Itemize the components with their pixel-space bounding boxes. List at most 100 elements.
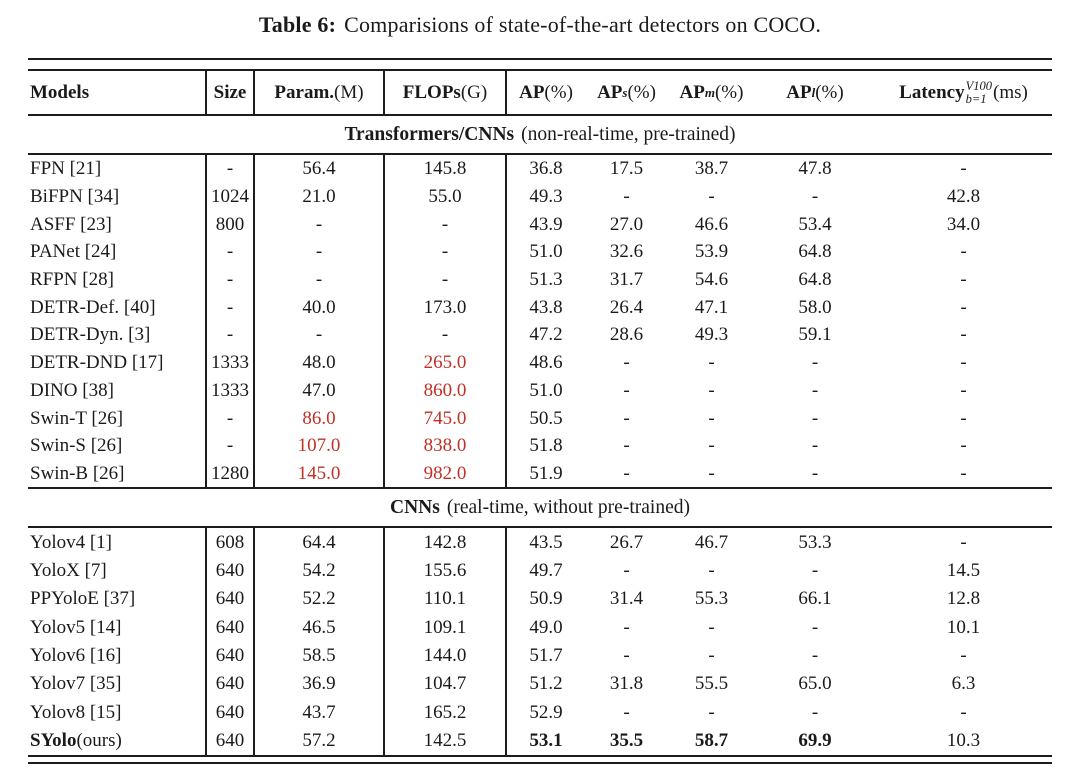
col-header-latency: Latency V100 b=1 (ms) [899,79,1028,106]
value-cell: - [960,531,967,553]
value-cell: 50.9 [505,584,585,614]
value-cell: 109.1 [383,613,505,642]
value-cell: - [708,645,715,667]
value-cell: - [811,462,819,484]
value-cell: - [811,435,819,457]
value-cell: 155.6 [383,556,505,585]
value-cell: 640 [205,698,253,727]
value-cell: - [960,352,967,374]
value-cell: - [205,265,253,294]
value-cell: 12.8 [946,588,981,610]
value-cell: 26.7 [609,531,644,553]
value-cell: 49.3 [505,182,585,211]
rule-gap [28,60,1052,69]
value-cell: - [811,560,819,582]
value-cell: 51.0 [505,376,585,405]
value-cell: - [383,210,505,239]
table-row: BiFPN [34] 1024 21.0 55.0 49.3 - - - 42.8 [28,182,1052,211]
value-cell: 64.8 [798,241,832,263]
value-cell: 838.0 [383,431,505,460]
value-cell: - [960,324,967,346]
value-cell: 64.8 [798,269,832,291]
section-divider [28,487,1052,490]
value-cell: 49.7 [505,556,585,585]
value-cell: 59.1 [798,324,832,346]
value-cell: 640 [205,584,253,614]
model-name: PPYoloE [37] [30,588,136,610]
value-cell: - [811,645,819,667]
value-cell: 43.9 [505,210,585,239]
value-cell: 58.7 [694,729,729,751]
value-cell: 47.0 [253,376,383,405]
table-caption: Table 6: Comparisions of state-of-the-art… [0,12,1080,38]
value-cell: 47.8 [798,158,832,180]
value-cell: - [811,407,819,429]
table-row: ASFF [23] 800- -43.9 27.0 46.6 53.4 34.0 [28,210,1052,239]
value-cell: - [623,379,630,401]
value-cell: 52.9 [505,698,585,727]
table-row: Yolov5 [14] 640 46.5 109.1 49.0 - - - 10.1 [28,613,1052,642]
section-header-transformers: Transformers/CNNs (non-real-time, pre-tr… [344,123,736,145]
latency-superscript: V100 [965,79,992,93]
table-row: Yolov8 [15] 640 43.7 165.2 52.9 - - - - [28,698,1052,727]
value-cell: 107.0 [253,431,383,460]
section-divider [28,153,1052,155]
value-cell: - [383,321,505,349]
table-row: PANet [24] - - -51.0 32.6 53.9 64.8- [28,238,1052,266]
value-cell: - [960,701,967,723]
value-cell: - [708,352,715,374]
table-row: SYolo (ours) 640 57.2 142.5 53.1 35.5 58.7 69.9 1… [28,726,1052,755]
value-cell: 640 [205,641,253,670]
value-cell: 64.4 [253,528,383,557]
value-cell: - [708,701,715,723]
value-cell: 55.3 [694,588,729,610]
value-cell: 32.6 [609,241,644,263]
value-cell: 31.7 [609,269,644,291]
value-cell: 57.2 [253,726,383,755]
value-cell: - [253,238,383,266]
value-cell: - [708,435,715,457]
value-cell: 640 [205,613,253,642]
value-cell: - [960,269,967,291]
value-cell: 54.2 [253,556,383,585]
value-cell: 43.5 [505,528,585,557]
model-name: Yolov6 [16] [30,645,122,667]
results-table: Models Size Param. (M) FLOPs (G) AP (%) AP s… [28,58,1052,764]
col-header-size: Size [205,71,253,114]
col-header-flops: FLOPs (G) [383,71,505,114]
model-name: DETR-DND [17] [30,352,164,374]
value-cell: 46.6 [694,213,729,235]
value-cell: - [811,186,819,208]
value-cell: 49.0 [505,613,585,642]
value-cell: - [253,265,383,294]
table-row: Swin-B [26] 1280 145.0 982.0 51.9 - - - - [28,459,1052,488]
value-cell: 173.0 [383,293,505,322]
value-cell: 17.5 [609,158,644,180]
value-cell: 800 [205,210,253,239]
value-cell: 26.4 [609,296,644,318]
value-cell: - [205,404,253,432]
value-cell: 43.7 [253,698,383,727]
model-name: YoloX [7] [30,560,107,582]
value-cell: 860.0 [383,376,505,405]
value-cell: - [623,435,630,457]
value-cell: 28.6 [609,324,644,346]
value-cell: 51.9 [505,459,585,488]
model-name: Yolov7 [35] [30,673,122,695]
value-cell: - [205,321,253,349]
model-name: Swin-T [26] [30,407,124,429]
top-rule-outer [28,58,1052,60]
value-cell: - [205,293,253,322]
transformers-rows: FPN [21] -56.4 145.8 36.8 17.5 38.7 47.8- BiFPN… [28,155,1052,488]
value-cell: 6.3 [951,673,976,695]
value-cell: 31.8 [609,673,644,695]
value-cell: 46.5 [253,613,383,642]
value-cell: 142.5 [383,726,505,755]
value-cell: 56.4 [253,155,383,183]
value-cell: - [960,296,967,318]
value-cell: 42.8 [946,186,981,208]
value-cell: 48.0 [253,348,383,377]
col-header-ap: AP (%) [505,71,585,114]
table-row: FPN [21] -56.4 145.8 36.8 17.5 38.7 47.8- [28,155,1052,183]
value-cell: - [205,155,253,183]
